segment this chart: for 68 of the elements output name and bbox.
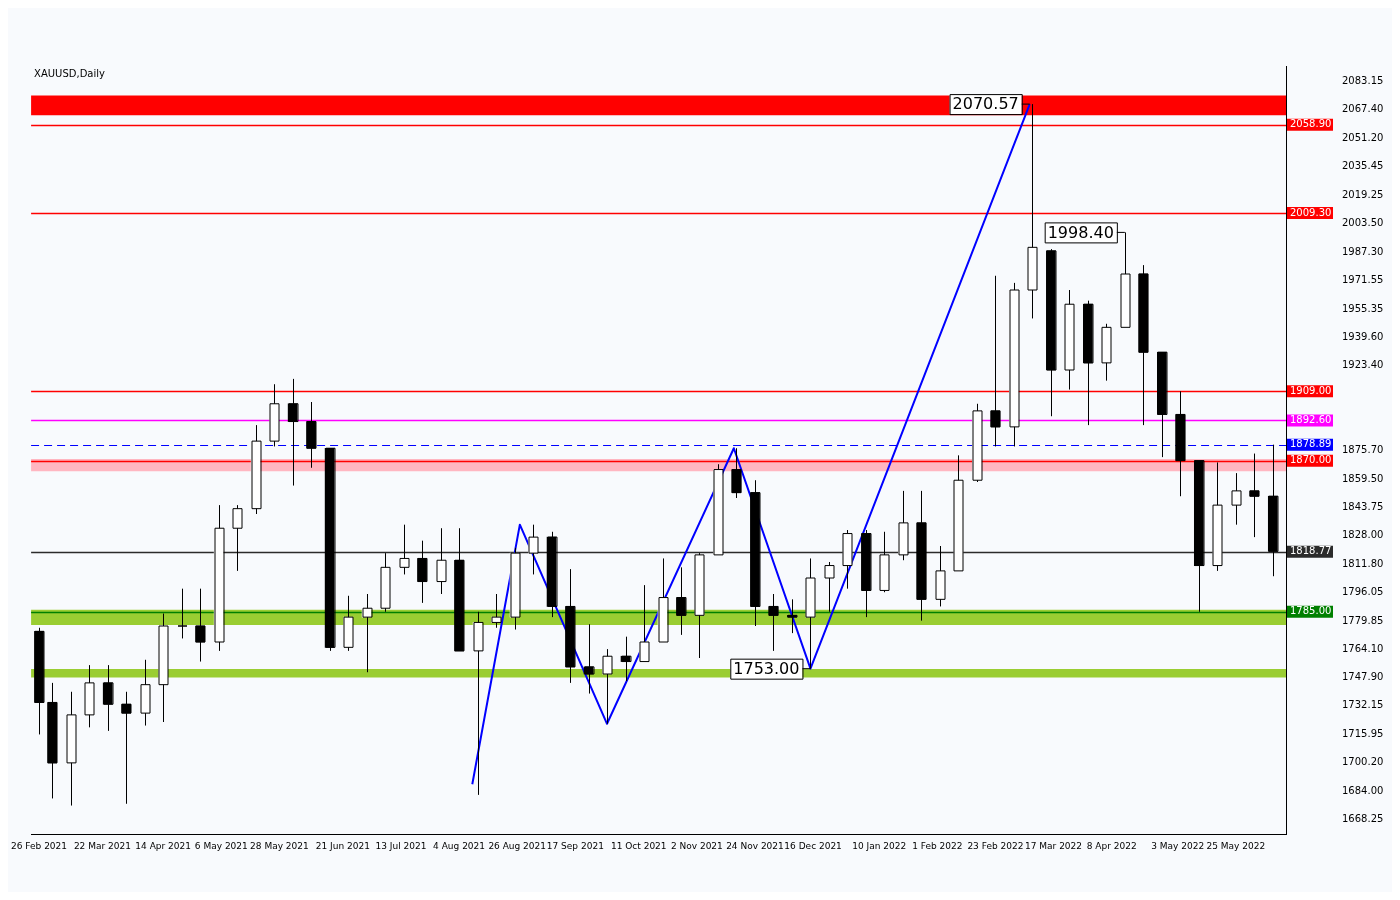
y-tick-label: 2051.20 [1342, 132, 1384, 144]
x-tick-label: 11 Oct 2021 [610, 840, 667, 851]
x-tick-label: 1 Feb 2022 [912, 840, 963, 851]
x-tick-label: 26 Feb 2021 [11, 840, 68, 851]
candlestick [1249, 453, 1260, 538]
y-tick-label: 1955.35 [1342, 302, 1384, 314]
y-tick-label: 2035.45 [1342, 160, 1384, 172]
y-tick-label: 1684.00 [1342, 784, 1384, 796]
chart-title: XAUUSD,Daily [34, 67, 106, 79]
y-tick-label: 1923.40 [1342, 359, 1384, 371]
ref-line-label: 2058.90 [1290, 118, 1332, 130]
x-tick-label: 16 Dec 2021 [784, 840, 842, 851]
candlestick [990, 275, 1001, 447]
y-tick-label: 2083.15 [1342, 75, 1384, 87]
x-tick-label: 26 Aug 2021 [488, 840, 547, 851]
y-tick-label: 1796.05 [1342, 585, 1384, 597]
candlestick [694, 552, 705, 659]
ref-line-label: 2009.30 [1290, 206, 1332, 218]
y-tick-label: 1668.25 [1342, 812, 1384, 824]
ref-line-label: 1878.89 [1290, 438, 1332, 450]
y-tick-label: 1859.50 [1342, 472, 1384, 484]
x-tick-label: 17 Sep 2021 [546, 840, 604, 851]
x-tick-label: 13 Jul 2021 [375, 840, 427, 851]
candlestick [953, 454, 964, 572]
y-tick-label: 1779.85 [1342, 614, 1384, 626]
y-tick-label: 2003.50 [1342, 216, 1384, 228]
ref-line-label: 1818.77 [1290, 545, 1332, 557]
x-tick-label: 4 Aug 2021 [433, 840, 486, 851]
y-tick-label: 1939.60 [1342, 330, 1384, 342]
x-tick-label: 8 Apr 2022 [1086, 840, 1137, 851]
y-tick-label: 1828.00 [1342, 528, 1384, 540]
x-tick-label: 3 May 2022 [1151, 840, 1205, 851]
y-tick-label: 1747.90 [1342, 671, 1384, 683]
x-tick-label: 25 May 2022 [1206, 840, 1266, 851]
x-tick-label: 21 Jun 2021 [315, 840, 370, 851]
candlestick [1064, 289, 1075, 391]
y-tick-label: 1715.95 [1342, 728, 1384, 740]
candlestick [916, 490, 927, 622]
ref-line-label: 1892.60 [1290, 414, 1332, 426]
x-tick-label: 17 Mar 2022 [1024, 840, 1083, 851]
x-tick-label: 10 Jan 2022 [852, 840, 907, 851]
y-tick-label: 1811.80 [1342, 557, 1384, 569]
candlestick [84, 664, 95, 728]
y-tick-label: 2019.25 [1342, 188, 1384, 200]
ref-line-label: 1909.00 [1290, 384, 1332, 396]
y-tick-label: 1971.55 [1342, 273, 1384, 285]
x-tick-label: 23 Feb 2022 [967, 840, 1024, 851]
y-tick-label: 1875.70 [1342, 444, 1384, 456]
candlestick [879, 531, 890, 593]
x-tick-label: 2 Nov 2021 [670, 840, 723, 851]
candlestick [1138, 264, 1149, 426]
x-tick-label: 6 May 2021 [194, 840, 248, 851]
y-tick-label: 1987.30 [1342, 245, 1384, 257]
annotation: 1753.00 [733, 658, 800, 678]
y-tick-label: 1764.10 [1342, 642, 1384, 654]
y-tick-label: 1700.20 [1342, 756, 1384, 768]
ref-line-label: 1785.00 [1290, 605, 1332, 617]
y-tick-label: 2067.40 [1342, 103, 1384, 115]
y-tick-label: 1843.75 [1342, 500, 1384, 512]
x-tick-label: 24 Nov 2021 [726, 840, 784, 851]
y-tick-label: 1732.15 [1342, 699, 1384, 711]
ref-line-label: 1870.00 [1290, 454, 1332, 466]
annotation: 1998.40 [1047, 222, 1114, 242]
candlestick [121, 691, 132, 805]
x-tick-label: 28 May 2021 [250, 840, 309, 851]
x-tick-label: 14 Apr 2021 [135, 840, 192, 851]
x-tick-label: 22 Mar 2021 [73, 840, 131, 851]
annotation: 2070.57 [952, 94, 1019, 114]
